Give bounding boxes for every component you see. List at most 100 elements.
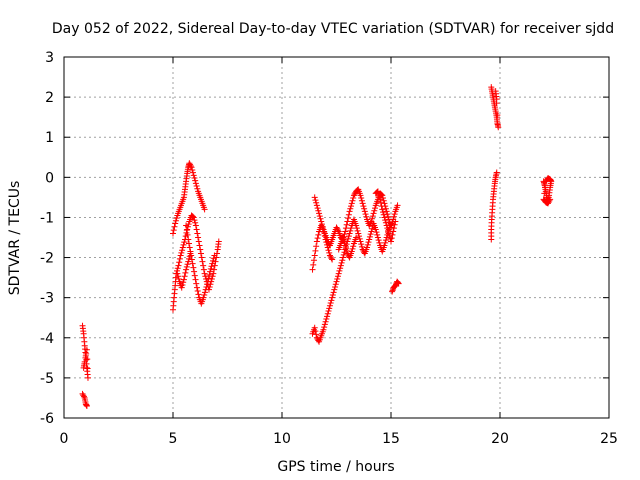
data-point (191, 268, 198, 275)
data-point (312, 197, 319, 204)
data-point (365, 239, 372, 246)
data-point (371, 207, 378, 214)
data-point (321, 324, 328, 331)
data-point (395, 279, 402, 286)
data-point (381, 214, 388, 221)
data-point (324, 313, 331, 320)
chart-title: Day 052 of 2022, Sidereal Day-to-day VTE… (52, 21, 614, 37)
data-point (215, 238, 222, 245)
data-point (334, 275, 341, 282)
grid (64, 57, 609, 418)
data-point (313, 199, 320, 206)
data-point (381, 200, 388, 207)
data-point (193, 280, 200, 287)
data-point (186, 253, 193, 260)
data-point (326, 305, 333, 312)
data-point (328, 297, 335, 304)
data-point (384, 225, 391, 232)
data-point (174, 265, 181, 272)
data-point (210, 255, 217, 262)
data-point (318, 218, 325, 225)
data-point (367, 219, 374, 226)
data-point (317, 215, 324, 222)
data-point (322, 318, 329, 325)
data-point (313, 202, 320, 209)
data-point (207, 268, 214, 275)
data-point (385, 227, 392, 234)
data-point (372, 226, 379, 233)
data-point (210, 270, 217, 277)
data-point (495, 124, 502, 131)
data-point (326, 249, 333, 256)
data-point (382, 237, 389, 244)
data-point (199, 258, 206, 265)
data-point (344, 238, 351, 245)
data-point (208, 275, 215, 282)
data-point (192, 276, 199, 283)
data-point (324, 310, 331, 317)
data-point (209, 273, 216, 280)
data-point (175, 273, 182, 280)
data-point (187, 161, 194, 168)
data-point (194, 230, 201, 237)
data-point (394, 202, 401, 209)
data-point (362, 211, 369, 218)
data-point (332, 281, 339, 288)
data-point (394, 279, 401, 286)
data-point (80, 392, 87, 399)
data-point (194, 287, 201, 294)
data-point (208, 263, 215, 270)
data-point (180, 279, 187, 286)
data-point (358, 241, 365, 248)
x-axis-label: GPS time / hours (277, 459, 394, 475)
data-point (382, 239, 389, 246)
data-point (340, 234, 347, 241)
data-point (383, 222, 390, 229)
data-point (542, 178, 549, 185)
data-point (368, 228, 375, 235)
data-point (172, 220, 179, 227)
data-point (378, 203, 385, 210)
data-point (186, 244, 193, 251)
data-point (382, 219, 389, 226)
data-point (179, 281, 186, 288)
data-point (343, 247, 350, 254)
data-point (323, 316, 330, 323)
data-point (188, 164, 195, 171)
data-point (313, 238, 320, 245)
data-point (326, 302, 333, 309)
data-point (348, 200, 355, 207)
data-point (189, 169, 196, 176)
data-point (311, 252, 318, 259)
data-point (372, 205, 379, 212)
data-point (364, 244, 371, 251)
data-point (547, 196, 554, 203)
data-point (390, 213, 397, 220)
data-point (343, 221, 350, 228)
data-point (350, 192, 357, 199)
data-point (185, 221, 192, 228)
data-point (374, 231, 381, 238)
x-ticks: 0 5 10 15 20 25 (60, 57, 618, 447)
data-point (171, 223, 178, 230)
data-point (173, 215, 180, 222)
data-point (369, 225, 376, 232)
data-point (363, 213, 370, 220)
data-point (389, 287, 396, 294)
data-point (192, 180, 199, 187)
data-point (391, 211, 398, 218)
data-point (395, 280, 402, 287)
data-point (345, 215, 352, 222)
data-point (345, 235, 352, 242)
data-point (84, 365, 91, 372)
data-point (325, 247, 332, 254)
data-point (329, 291, 336, 298)
data-point (185, 258, 192, 265)
data-point (211, 252, 218, 259)
data-point (340, 237, 347, 244)
data-point (345, 233, 352, 240)
data-point (197, 246, 204, 253)
data-point (201, 206, 208, 213)
data-point (390, 228, 397, 235)
data-point (493, 169, 500, 176)
